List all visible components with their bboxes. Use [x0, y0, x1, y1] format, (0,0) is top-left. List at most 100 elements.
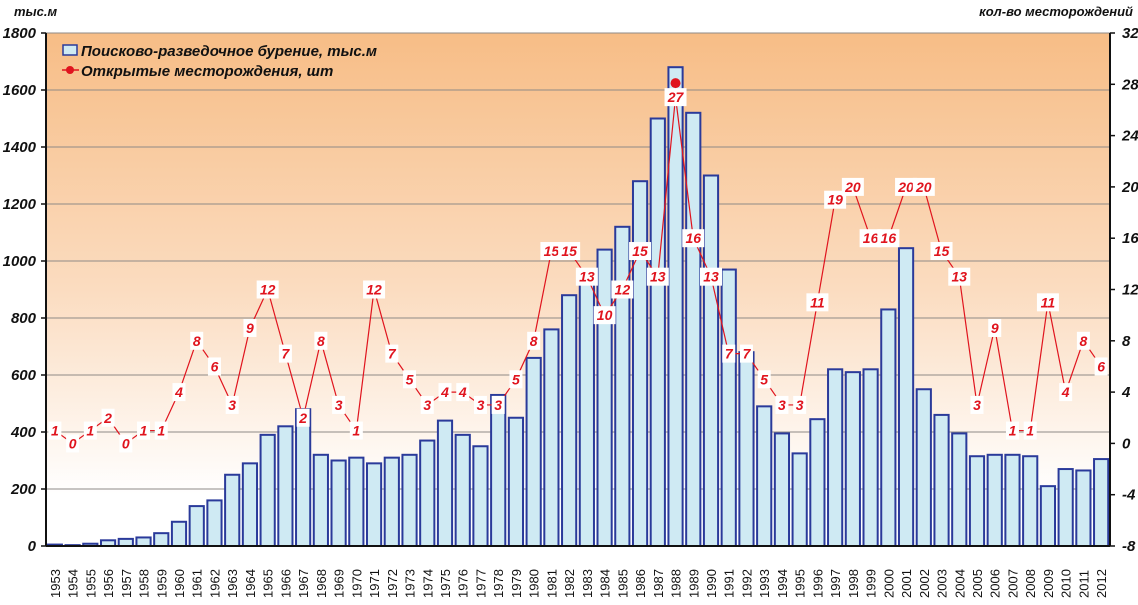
- data-label-box: [438, 383, 452, 402]
- data-label-box: [646, 267, 669, 286]
- data-label: 20: [915, 179, 932, 195]
- data-label-box: [593, 306, 616, 325]
- left-tick-label: 800: [11, 310, 37, 327]
- x-tick-label: 1984: [598, 569, 613, 598]
- bar-1967: [295, 408, 312, 548]
- data-label: 12: [260, 282, 276, 298]
- data-label-box: [66, 434, 80, 453]
- right-tick-label: 20: [1121, 179, 1138, 196]
- data-label: 0: [69, 435, 77, 451]
- bar-2008: [1022, 455, 1039, 548]
- data-label: 9: [991, 320, 999, 336]
- data-label-box: [509, 370, 523, 389]
- bar-2002: [915, 388, 932, 547]
- data-label-box: [1023, 421, 1037, 440]
- data-label-box: [83, 421, 97, 440]
- right-axis-label: кол-во месторождений: [979, 4, 1133, 19]
- x-tick-label: 1982: [562, 569, 577, 598]
- x-tick-label: 1955: [83, 569, 98, 598]
- x-tick-label: 1968: [314, 569, 329, 598]
- x-tick-label: 2006: [988, 569, 1003, 598]
- data-label: 8: [317, 333, 325, 349]
- x-tick-label: 1957: [119, 569, 134, 598]
- x-tick-label: 1978: [491, 569, 506, 598]
- data-label: 11: [1041, 294, 1056, 310]
- x-tick-label: 1994: [775, 569, 790, 598]
- bar-1971: [365, 462, 383, 548]
- data-label: 15: [561, 243, 577, 259]
- bar-1965: [259, 433, 276, 548]
- data-label: 3: [778, 397, 786, 413]
- x-tick-label: 2012: [1094, 569, 1109, 598]
- bar-1982: [561, 294, 578, 548]
- bar-1984: [596, 248, 613, 547]
- data-label-box: [775, 395, 789, 414]
- bar-1993: [756, 405, 773, 547]
- data-label: 8: [193, 333, 201, 349]
- bar-2004: [951, 432, 968, 547]
- bar-2011: [1075, 469, 1092, 548]
- data-label: 3: [494, 397, 502, 413]
- bar-1959: [153, 532, 170, 547]
- x-tick-label: 1983: [580, 569, 595, 598]
- legend-line-label: Открытые месторождения, шт: [81, 63, 333, 80]
- data-label-box: [527, 331, 541, 350]
- x-tick-label: 1995: [793, 569, 808, 598]
- data-label-box: [48, 421, 62, 440]
- data-label: 16: [863, 230, 879, 246]
- data-label: 6: [1097, 358, 1105, 374]
- data-label: 7: [725, 346, 734, 362]
- data-label: 3: [228, 397, 236, 413]
- data-label: 20: [897, 179, 914, 195]
- x-tick-label: 1980: [527, 569, 542, 598]
- data-label: 3: [477, 397, 485, 413]
- x-tick-label: 1985: [615, 569, 630, 598]
- data-label-box: [682, 229, 705, 248]
- data-label: 1: [140, 423, 148, 439]
- x-tick-label: 1991: [722, 569, 737, 598]
- x-tick-label: 2010: [1059, 569, 1074, 598]
- data-label-box: [101, 408, 115, 427]
- data-label-box: [473, 395, 487, 414]
- bar-1987: [649, 117, 666, 547]
- data-label-box: [243, 318, 257, 337]
- x-tick-label: 1988: [669, 569, 684, 598]
- data-label-box: [1076, 331, 1090, 350]
- bar-1979: [507, 416, 525, 547]
- x-tick-label: 1964: [243, 569, 258, 598]
- data-label: 27: [667, 89, 685, 105]
- x-tick-label: 2000: [881, 569, 896, 598]
- left-tick-label: 1800: [3, 25, 37, 42]
- bar-1981: [543, 328, 560, 547]
- x-tick-label: 1953: [48, 569, 63, 598]
- bar-1957: [117, 537, 134, 547]
- data-label: 4: [458, 384, 467, 400]
- data-label-box: [912, 177, 935, 196]
- data-label: 7: [743, 346, 752, 362]
- data-label: 16: [881, 230, 897, 246]
- left-axis-label: тыс.м: [14, 4, 58, 19]
- left-tick-label: 1000: [3, 253, 37, 270]
- bar-1964: [241, 462, 259, 548]
- legend-bar-swatch: [62, 44, 78, 56]
- x-tick-label: 1965: [261, 569, 276, 598]
- x-tick-label: 1970: [349, 569, 364, 598]
- data-label-box: [190, 331, 204, 350]
- data-label: 12: [366, 282, 382, 298]
- data-label: 12: [615, 282, 631, 298]
- bar-1976: [454, 433, 471, 548]
- bar-1970: [348, 456, 365, 547]
- x-tick-label: 2009: [1041, 569, 1056, 598]
- data-label-box: [793, 395, 807, 414]
- bar-1996: [809, 418, 826, 547]
- data-label: 13: [650, 269, 666, 285]
- bar-1994: [773, 432, 791, 547]
- data-label: 3: [423, 397, 431, 413]
- data-label: 5: [512, 371, 520, 387]
- data-label: 19: [827, 192, 843, 208]
- x-tick-label: 1989: [686, 569, 701, 598]
- bar-2009: [1039, 485, 1057, 547]
- x-tick-label: 1954: [66, 569, 81, 598]
- bar-1986: [631, 180, 649, 547]
